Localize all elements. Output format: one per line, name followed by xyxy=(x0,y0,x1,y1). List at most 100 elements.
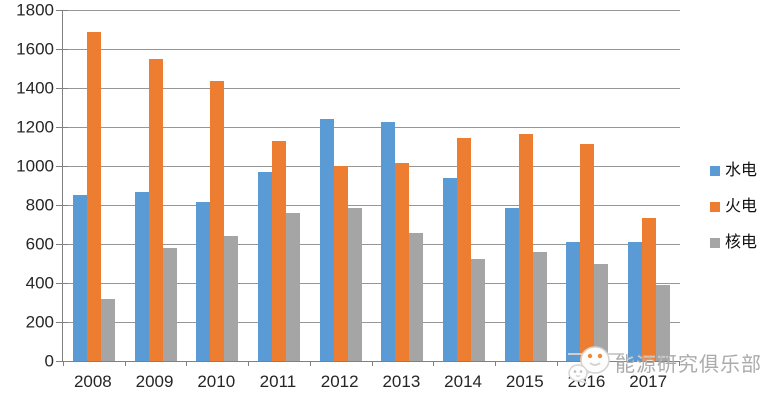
bar-hydro-2009 xyxy=(134,192,149,361)
legend: 水电 火电 核电 xyxy=(710,161,757,269)
x-tick-3 xyxy=(248,361,250,366)
bar-group-2015 xyxy=(495,10,557,361)
y-axis-label-1000: 1000 xyxy=(16,156,54,176)
legend-item-nuclear: 核电 xyxy=(710,233,757,253)
bar-group-2013 xyxy=(372,10,434,361)
bar-nuclear-2015 xyxy=(532,251,547,361)
y-axis-label-200: 200 xyxy=(25,312,54,332)
bar-group-2009 xyxy=(125,10,187,361)
x-tick-2 xyxy=(186,361,188,366)
x-tick-4 xyxy=(309,361,311,366)
gridline-1600 xyxy=(63,49,680,51)
bar-thermal-2009 xyxy=(148,58,163,361)
bar-thermal-2012 xyxy=(333,166,348,361)
legend-label-nuclear: 核电 xyxy=(725,234,758,251)
x-tick-7 xyxy=(494,361,496,366)
bar-thermal-2010 xyxy=(210,81,225,361)
bar-hydro-2011 xyxy=(257,171,272,361)
y-axis-label-800: 800 xyxy=(25,195,54,215)
bar-nuclear-2016 xyxy=(594,263,609,361)
gridline-1200 xyxy=(63,127,680,129)
x-axis-label-2017: 2017 xyxy=(629,372,668,391)
legend-label-thermal: 火电 xyxy=(725,198,758,215)
gridline-600 xyxy=(63,244,680,246)
bar-nuclear-2010 xyxy=(224,236,239,361)
bar-thermal-2008 xyxy=(86,32,101,361)
bar-hydro-2008 xyxy=(72,195,87,361)
x-tick-6 xyxy=(433,361,435,366)
y-tick-0 xyxy=(56,361,68,362)
x-tick-1 xyxy=(124,361,126,366)
y-axis-label-400: 400 xyxy=(25,273,54,293)
x-tick-0 xyxy=(63,361,64,366)
y-axis-label-600: 600 xyxy=(25,234,54,254)
bar-thermal-2015 xyxy=(518,133,533,361)
bar-hydro-2016 xyxy=(566,242,581,361)
gridline-1000 xyxy=(63,166,680,167)
x-axis-label-2008: 2008 xyxy=(73,372,112,391)
bar-nuclear-2013 xyxy=(409,233,424,361)
legend-label-hydro: 水电 xyxy=(725,162,758,179)
legend-item-hydro: 水电 xyxy=(710,161,757,181)
plot-area xyxy=(56,10,680,366)
x-axis-label-2015: 2015 xyxy=(505,372,544,391)
legend-swatch-nuclear xyxy=(710,238,720,248)
gridline-1800 xyxy=(63,10,680,11)
bar-group-2014 xyxy=(433,10,495,361)
bar-groups xyxy=(63,10,680,361)
y-tick-1000 xyxy=(56,166,68,167)
y-tick-1200 xyxy=(56,127,68,129)
wechat-bubbles-icon xyxy=(568,346,610,384)
bar-hydro-2015 xyxy=(504,207,519,361)
y-axis-label-0: 0 xyxy=(44,351,54,371)
x-axis-label-2013: 2013 xyxy=(382,372,421,391)
x-tick-9 xyxy=(618,361,620,366)
y-axis-label-1600: 1600 xyxy=(16,39,54,59)
bar-hydro-2017 xyxy=(628,242,643,361)
bar-hydro-2013 xyxy=(381,122,396,361)
bar-group-2017 xyxy=(618,10,680,361)
x-axis-label-2011: 2011 xyxy=(259,372,297,391)
x-axis-label-2010: 2010 xyxy=(197,372,236,391)
bar-nuclear-2011 xyxy=(285,212,300,361)
bar-thermal-2017 xyxy=(642,217,657,361)
x-tick-5 xyxy=(371,361,373,366)
legend-swatch-hydro xyxy=(710,166,720,176)
bar-hydro-2012 xyxy=(319,119,334,361)
bar-group-2012 xyxy=(310,10,372,361)
x-axis-label-2009: 2009 xyxy=(135,372,174,391)
y-tick-1800 xyxy=(56,10,68,11)
y-axis-label-1400: 1400 xyxy=(16,78,54,98)
x-axis-label-2014: 2014 xyxy=(444,372,482,391)
bar-nuclear-2008 xyxy=(100,298,115,361)
y-tick-200 xyxy=(56,322,68,324)
gridline-800 xyxy=(63,205,680,207)
bar-group-2011 xyxy=(248,10,310,361)
y-tick-800 xyxy=(56,205,68,207)
x-tick-10 xyxy=(679,361,680,366)
x-axis-label-2012: 2012 xyxy=(320,372,359,391)
bar-nuclear-2012 xyxy=(347,207,362,361)
x-tick-8 xyxy=(556,361,558,366)
bar-nuclear-2014 xyxy=(471,258,486,361)
bar-thermal-2014 xyxy=(457,137,472,361)
bar-thermal-2016 xyxy=(580,143,595,361)
gridline-200 xyxy=(63,322,680,324)
bar-hydro-2014 xyxy=(443,177,458,361)
gridline-400 xyxy=(63,283,680,285)
y-axis-label-1800: 1800 xyxy=(16,0,54,20)
legend-swatch-thermal xyxy=(710,202,720,212)
y-axis-label-1200: 1200 xyxy=(16,117,54,137)
y-tick-600 xyxy=(56,244,68,246)
bar-nuclear-2017 xyxy=(656,284,671,361)
y-axis-labels: 0 200 400 600 800 1000 1200 1400 1600 1800 xyxy=(0,2,54,370)
bar-thermal-2011 xyxy=(271,140,286,361)
y-tick-400 xyxy=(56,283,68,285)
bar-hydro-2010 xyxy=(196,202,211,361)
bar-nuclear-2009 xyxy=(162,247,177,361)
bar-thermal-2013 xyxy=(395,163,410,361)
y-tick-1400 xyxy=(56,88,68,89)
bar-group-2010 xyxy=(186,10,248,361)
watermark: 能源研究俱乐部 xyxy=(568,344,762,386)
